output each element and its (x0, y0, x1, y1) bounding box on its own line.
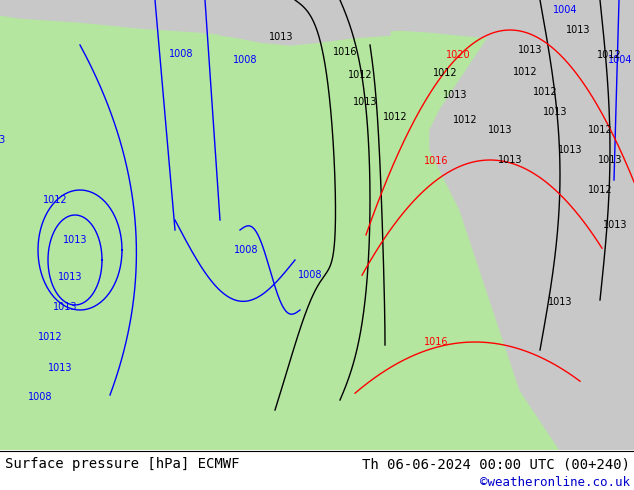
Text: 1016: 1016 (424, 337, 448, 347)
Text: 1012: 1012 (513, 67, 537, 77)
Text: 1013: 1013 (53, 302, 77, 312)
Polygon shape (0, 0, 634, 450)
Text: 1012: 1012 (588, 125, 612, 135)
Text: 1008: 1008 (298, 270, 322, 280)
Text: 1013: 1013 (548, 297, 573, 307)
Text: 1013: 1013 (353, 97, 377, 107)
Text: ©weatheronline.co.uk: ©weatheronline.co.uk (480, 475, 630, 489)
Text: 1013: 1013 (443, 90, 467, 100)
Text: 1013: 1013 (63, 235, 87, 245)
Text: 1013: 1013 (488, 125, 512, 135)
Text: Th 06-06-2024 00:00 UTC (00+240): Th 06-06-2024 00:00 UTC (00+240) (362, 457, 630, 471)
Polygon shape (430, 0, 634, 450)
Text: 1013: 1013 (48, 363, 72, 373)
Polygon shape (0, 0, 634, 50)
Text: 1012: 1012 (453, 115, 477, 125)
Text: 1013: 1013 (598, 155, 622, 165)
Text: 1004: 1004 (608, 55, 632, 65)
Polygon shape (308, 0, 365, 28)
Text: 1012: 1012 (597, 50, 621, 60)
Text: 1012: 1012 (37, 332, 62, 342)
Text: 1016: 1016 (424, 156, 448, 166)
Text: 1013: 1013 (518, 45, 542, 55)
Text: 1012: 1012 (588, 185, 612, 195)
Text: 1012: 1012 (533, 87, 557, 97)
Text: 1008: 1008 (169, 49, 193, 59)
Text: 1020: 1020 (446, 50, 470, 60)
Text: Surface pressure [hPa] ECMWF: Surface pressure [hPa] ECMWF (5, 457, 240, 471)
Text: 1008: 1008 (233, 55, 257, 65)
Text: 1013: 1013 (566, 25, 590, 35)
Text: 1012: 1012 (432, 68, 457, 78)
Text: 1012: 1012 (383, 112, 407, 122)
Text: 1013: 1013 (498, 155, 522, 165)
Text: 1013: 1013 (269, 32, 294, 42)
Polygon shape (220, 0, 390, 45)
Text: 1012: 1012 (347, 70, 372, 80)
Text: 1004: 1004 (553, 5, 577, 15)
Text: 1013: 1013 (603, 220, 627, 230)
Text: 1008: 1008 (28, 392, 52, 402)
Text: 1013: 1013 (558, 145, 582, 155)
Text: 1013: 1013 (543, 107, 567, 117)
Text: 1008: 1008 (234, 245, 258, 255)
Polygon shape (0, 0, 55, 12)
Text: 1016: 1016 (333, 47, 357, 57)
Text: 1013: 1013 (58, 272, 82, 282)
Text: 1012: 1012 (42, 195, 67, 205)
Polygon shape (190, 0, 245, 20)
Text: 13: 13 (0, 135, 6, 145)
